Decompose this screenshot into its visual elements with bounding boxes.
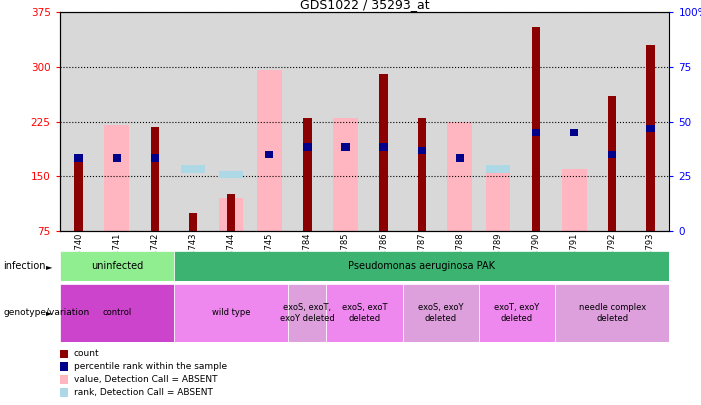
Text: wild type: wild type (212, 308, 250, 318)
Bar (341, 143, 350, 151)
Bar (288, 12, 327, 231)
Bar (212, 12, 250, 231)
Bar (227, 194, 236, 231)
Bar (441, 12, 479, 231)
Bar (486, 165, 510, 173)
Bar (365, 12, 402, 231)
Bar (479, 284, 555, 342)
Title: GDS1022 / 35293_at: GDS1022 / 35293_at (300, 0, 429, 11)
Text: exoS, exoT
deleted: exoS, exoT deleted (342, 303, 387, 322)
Bar (479, 12, 517, 231)
Bar (60, 251, 174, 281)
Bar (555, 284, 669, 342)
Text: exoT, exoY
deleted: exoT, exoY deleted (494, 303, 540, 322)
Bar (113, 154, 121, 162)
Bar (327, 12, 365, 231)
Bar (402, 284, 479, 342)
Bar (333, 118, 358, 231)
Bar (402, 12, 441, 231)
Bar (189, 213, 197, 231)
Bar (60, 284, 174, 342)
Bar (303, 118, 311, 231)
Bar (562, 169, 587, 231)
Bar (265, 151, 273, 158)
Text: exoS, exoT,
exoY deleted: exoS, exoT, exoY deleted (280, 303, 334, 322)
Bar (288, 284, 327, 342)
Bar (151, 127, 159, 231)
Bar (257, 70, 282, 231)
Bar (570, 129, 578, 136)
Bar (608, 151, 616, 158)
Bar (303, 143, 311, 151)
Bar (174, 251, 669, 281)
Bar (327, 284, 402, 342)
Bar (174, 284, 288, 342)
Bar (608, 96, 616, 231)
Bar (379, 143, 388, 151)
Bar (646, 125, 655, 132)
Bar (486, 173, 510, 231)
Text: uninfected: uninfected (90, 261, 143, 271)
Bar (532, 129, 540, 136)
Text: value, Detection Call = ABSENT: value, Detection Call = ABSENT (74, 375, 217, 384)
Bar (632, 12, 669, 231)
Bar (517, 12, 555, 231)
Text: control: control (102, 308, 131, 318)
Bar (646, 45, 655, 231)
Bar (104, 125, 129, 231)
Bar (219, 198, 243, 231)
Bar (151, 154, 159, 162)
Text: exoS, exoY
deleted: exoS, exoY deleted (418, 303, 463, 322)
Text: count: count (74, 350, 100, 358)
Bar (456, 154, 464, 162)
Bar (555, 12, 593, 231)
Text: percentile rank within the sample: percentile rank within the sample (74, 362, 226, 371)
Text: genotype/variation: genotype/variation (4, 308, 90, 318)
Text: ►: ► (46, 308, 53, 318)
Bar (97, 12, 136, 231)
Bar (181, 165, 205, 173)
Bar (174, 12, 212, 231)
Bar (593, 12, 632, 231)
Bar (447, 122, 472, 231)
Bar (60, 12, 97, 231)
Text: rank, Detection Call = ABSENT: rank, Detection Call = ABSENT (74, 388, 212, 397)
Bar (250, 12, 288, 231)
Bar (418, 147, 426, 154)
Bar (74, 158, 83, 231)
Text: needle complex
deleted: needle complex deleted (578, 303, 646, 322)
Bar (379, 74, 388, 231)
Bar (219, 171, 243, 178)
Text: infection: infection (4, 261, 46, 271)
Bar (74, 154, 83, 162)
Bar (136, 12, 174, 231)
Text: Pseudomonas aeruginosa PAK: Pseudomonas aeruginosa PAK (348, 261, 495, 271)
Text: ►: ► (46, 262, 53, 271)
Bar (532, 27, 540, 231)
Bar (418, 118, 426, 231)
